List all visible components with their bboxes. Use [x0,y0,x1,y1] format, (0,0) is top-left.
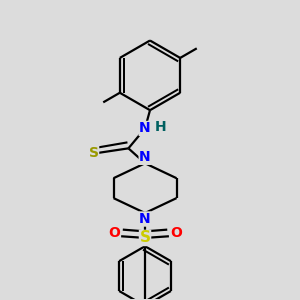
Text: O: O [170,226,182,240]
Text: N: N [139,122,151,135]
Text: N: N [139,150,151,164]
Text: H: H [155,120,167,134]
Text: N: N [139,212,151,226]
Text: S: S [88,146,99,160]
Text: O: O [108,226,120,240]
Text: S: S [140,230,151,245]
